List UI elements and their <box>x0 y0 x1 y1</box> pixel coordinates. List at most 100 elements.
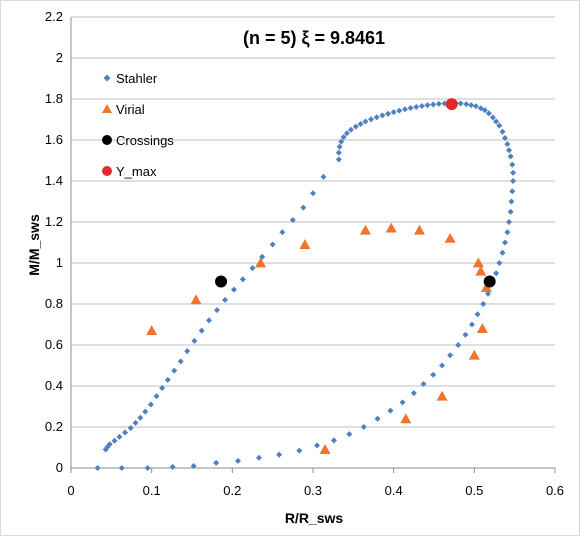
virial-point <box>190 294 202 305</box>
stahler-point <box>410 390 417 397</box>
stahler-point <box>407 105 414 112</box>
stahler-point <box>462 331 469 338</box>
y-max-point <box>445 98 458 111</box>
crossings-point <box>483 275 496 288</box>
virial-point <box>444 232 456 243</box>
stahler-point <box>340 134 347 141</box>
stahler-point <box>481 107 488 114</box>
stahler-point <box>430 101 437 108</box>
stahler-point <box>94 465 101 471</box>
legend-marker-crossings <box>102 135 112 145</box>
stahler-point <box>439 362 446 369</box>
x-tick-label: 0.3 <box>304 483 322 498</box>
stahler-point <box>496 260 503 266</box>
virial-point <box>413 224 425 235</box>
stahler-point <box>455 342 462 348</box>
stahler-point <box>147 401 154 408</box>
stahler-point <box>430 371 437 378</box>
y-tick-label: 1.2 <box>45 214 63 229</box>
virial-point <box>480 282 492 292</box>
axes <box>70 17 556 473</box>
legend-label-virial: Virial <box>116 102 145 117</box>
stahler-point <box>102 446 109 453</box>
legend-item-virial: Virial <box>102 102 145 117</box>
virial-point <box>255 257 267 268</box>
legend-marker-stahler <box>103 74 111 82</box>
stahler-point <box>314 442 321 449</box>
stahler-point <box>506 147 513 154</box>
legend-label-crossings: Crossings <box>116 133 174 148</box>
stahler-point <box>496 122 503 129</box>
stahler-point <box>343 130 350 137</box>
stahler-point <box>122 429 129 436</box>
stahler-point <box>132 419 139 426</box>
stahler-point <box>468 102 475 109</box>
x-tick-label: 0.2 <box>223 483 241 498</box>
stahler-point <box>234 457 241 464</box>
virial-point <box>400 413 412 424</box>
stahler-point <box>310 190 316 197</box>
stahler-point <box>463 101 470 108</box>
stahler-point <box>171 367 178 374</box>
stahler-point <box>338 138 345 145</box>
stahler-point <box>346 431 353 438</box>
stahler-point <box>191 337 198 344</box>
virial-point <box>319 444 331 454</box>
x-tick-label: 0.1 <box>143 483 161 498</box>
stahler-point <box>347 126 354 133</box>
stahler-point <box>489 114 496 121</box>
y-tick-label: 1.6 <box>45 132 63 147</box>
virial-point <box>299 239 311 249</box>
stahler-point <box>499 128 506 135</box>
stahler-point <box>499 249 506 256</box>
crossings-point <box>215 275 228 288</box>
legend-label-stahler: Stahler <box>116 71 158 86</box>
stahler-point <box>357 121 364 128</box>
legend-item-crossings: Crossings <box>102 133 174 148</box>
stahler-point <box>362 118 369 125</box>
virial-point <box>436 390 448 401</box>
y-tick-label: 1 <box>56 255 63 270</box>
stahler-point <box>118 465 125 471</box>
y-tick-label: 0.4 <box>45 378 63 393</box>
y-tick-label: 2.2 <box>45 9 63 24</box>
stahler-point <box>230 286 237 293</box>
legend-marker-virial <box>102 104 112 113</box>
stahler-point <box>472 103 479 110</box>
stahler-point <box>137 414 144 421</box>
stahler-point <box>474 311 481 318</box>
stahler-point <box>198 327 205 334</box>
stahler-point <box>320 173 327 180</box>
y-tick-label: 0 <box>56 460 63 475</box>
stahler-point <box>424 102 431 109</box>
stahler-point <box>330 437 337 444</box>
stahler-point <box>504 229 511 236</box>
stahler-point <box>373 114 380 121</box>
stahler-point <box>401 106 408 113</box>
stahler-point <box>142 408 149 415</box>
stahler-point <box>420 380 427 387</box>
stahler-point <box>335 149 342 156</box>
stahler-point <box>510 169 517 176</box>
gridlines <box>71 16 555 469</box>
stahler-point <box>249 265 256 272</box>
stahler-point <box>153 393 160 400</box>
stahler-point <box>510 178 517 184</box>
stahler-point <box>435 100 442 107</box>
stahler-point <box>506 219 513 225</box>
stahler-point <box>184 348 191 355</box>
stahler-point <box>276 451 283 458</box>
stahler-point <box>255 454 262 461</box>
tick-labels: 0 0.2 0.4 0.6 0.8 1 1.2 1.4 1.6 1.8 2 2.2 0 0.1 0.2 0.3… <box>45 9 564 498</box>
chart-title: (n = 5) ξ = 9.8461 <box>243 28 385 49</box>
y-axis-title: M/M_sws <box>26 214 42 276</box>
y-tick-label: 2 <box>56 50 63 65</box>
x-tick-label: 0.4 <box>385 483 403 498</box>
stahler-point <box>387 407 394 414</box>
stahler-point <box>289 216 296 223</box>
stahler-point <box>493 118 500 125</box>
stahler-point <box>127 425 134 432</box>
stahler-point <box>385 110 392 117</box>
y-tick-label: 0.6 <box>45 337 63 352</box>
